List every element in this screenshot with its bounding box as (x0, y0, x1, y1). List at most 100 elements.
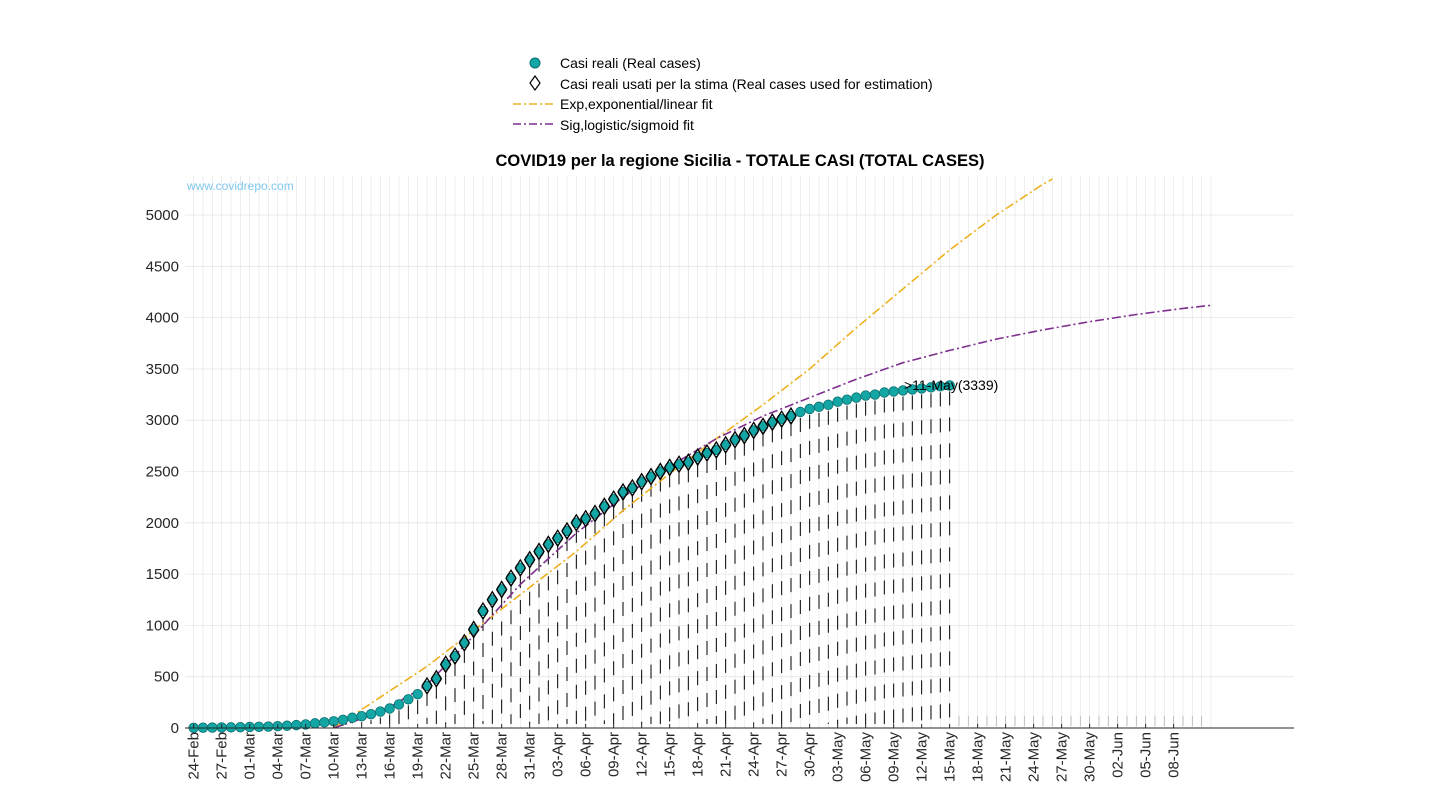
real-case-point (879, 387, 890, 398)
real-case-point (281, 720, 293, 731)
estimation-point (607, 489, 620, 509)
estimation-point (505, 568, 517, 588)
real-case-point (832, 396, 843, 407)
real-case-point (375, 706, 386, 717)
x-tick-label: 24-Feb (186, 732, 203, 780)
x-tick-label: 21-May (998, 732, 1015, 783)
estimation-point (579, 509, 592, 528)
y-tick-label: 1500 (146, 566, 179, 583)
data-points (188, 380, 955, 733)
real-case-point (412, 688, 423, 700)
legend-label-real-cases: Casi reali (Real cases) (560, 55, 701, 71)
legend-label-exp-fit: Exp,exponential/linear fit (560, 96, 713, 112)
estimation-point (477, 601, 489, 621)
x-tick-label: 22-Mar (438, 732, 455, 780)
watermark: www.covidrepo.com (186, 179, 294, 193)
real-case-point (841, 394, 853, 405)
estimation-point (673, 455, 685, 474)
estimation-point (729, 430, 741, 449)
x-tick-label: 15-May (942, 732, 959, 783)
estimation-point (719, 435, 732, 455)
x-tick-label: 16-Mar (382, 732, 399, 780)
legend-label-sig-fit: Sig,logistic/sigmoid fit (560, 117, 694, 133)
estimation-point (589, 504, 601, 523)
real-case-point (851, 392, 862, 403)
real-case-point (393, 699, 405, 710)
estimation-point (775, 409, 788, 429)
real-case-point (860, 390, 871, 401)
x-tick-label: 28-Mar (494, 732, 511, 780)
estimation-point (645, 467, 657, 486)
x-tick-label: 06-May (858, 732, 875, 783)
estimation-point (598, 497, 611, 516)
drop-lines (333, 391, 1203, 728)
y-tick-label: 4500 (146, 258, 179, 275)
x-axis-ticks: 24-Feb 27-Feb 01-Mar 04-Mar 07-Mar 10-Mar 13-M… (186, 724, 1183, 782)
estimation-point (467, 620, 480, 639)
x-tick-label: 18-May (970, 732, 987, 783)
legend: Casi reali (Real cases) Casi reali usati… (513, 55, 933, 133)
y-tick-label: 4000 (146, 310, 179, 327)
estimation-point (523, 550, 536, 569)
estimation-point (654, 462, 667, 481)
x-tick-label: 25-Mar (466, 732, 483, 780)
real-case-point (813, 401, 825, 413)
x-tick-label: 27-Feb (214, 732, 231, 780)
x-tick-label: 30-Apr (802, 732, 819, 777)
real-case-point (337, 714, 349, 725)
x-tick-label: 24-May (1026, 732, 1043, 783)
x-tick-label: 08-Jun (1166, 732, 1183, 778)
x-tick-label: 05-Jun (1138, 732, 1155, 778)
legend-marker-estimation-cases (529, 74, 541, 92)
estimation-point (663, 458, 676, 477)
real-case-point (804, 403, 815, 415)
real-case-point (944, 380, 955, 391)
real-case-point (347, 712, 358, 723)
estimation-point (757, 417, 769, 436)
x-tick-label: 24-Apr (746, 732, 763, 777)
last-value-annotation: >11-May(3339) (904, 377, 998, 393)
y-tick-label: 500 (154, 669, 179, 686)
estimation-point (421, 676, 433, 696)
sig-fit-line (333, 304, 1212, 728)
estimation-point (533, 542, 545, 561)
estimation-point (551, 528, 564, 548)
real-case-point (869, 389, 881, 400)
exp-fit-line (333, 178, 1053, 728)
x-tick-label: 31-Mar (522, 732, 539, 780)
y-tick-label: 5000 (146, 207, 179, 224)
real-case-point (235, 721, 246, 733)
x-tick-label: 12-Apr (634, 732, 651, 777)
x-tick-label: 09-May (886, 732, 903, 783)
estimation-point (635, 472, 648, 491)
x-tick-label: 13-Mar (354, 732, 371, 780)
x-tick-label: 04-Mar (270, 732, 287, 780)
estimation-point (747, 421, 760, 440)
legend-label-estimation-cases: Casi reali usati per la stima (Real case… (560, 76, 933, 92)
estimation-point (626, 478, 639, 498)
x-tick-label: 03-Apr (550, 732, 567, 777)
y-tick-label: 3500 (146, 361, 179, 378)
x-tick-label: 07-Mar (298, 732, 315, 780)
estimation-point (439, 655, 452, 674)
real-case-point (253, 721, 265, 732)
x-tick-label: 21-Apr (718, 732, 735, 777)
real-case-point (365, 708, 377, 720)
fit-lines (333, 178, 1212, 728)
y-axis-ticks: 0 500 1000 1500 2000 2500 3000 3500 4000 4500 5000 (146, 207, 179, 737)
x-tick-label: 19-Mar (410, 732, 427, 780)
estimation-point (701, 443, 713, 463)
estimation-point (430, 669, 443, 688)
x-tick-label: 10-Mar (326, 732, 343, 780)
real-case-point (888, 386, 899, 397)
real-case-point (356, 711, 367, 722)
x-tick-label: 06-Apr (578, 732, 595, 777)
x-tick-label: 18-Apr (690, 732, 707, 777)
y-tick-label: 2000 (146, 515, 179, 532)
y-tick-label: 3000 (146, 412, 179, 429)
real-case-point (225, 722, 237, 733)
estimation-point (785, 406, 797, 426)
estimation-point (710, 440, 723, 460)
estimation-point (495, 580, 508, 599)
